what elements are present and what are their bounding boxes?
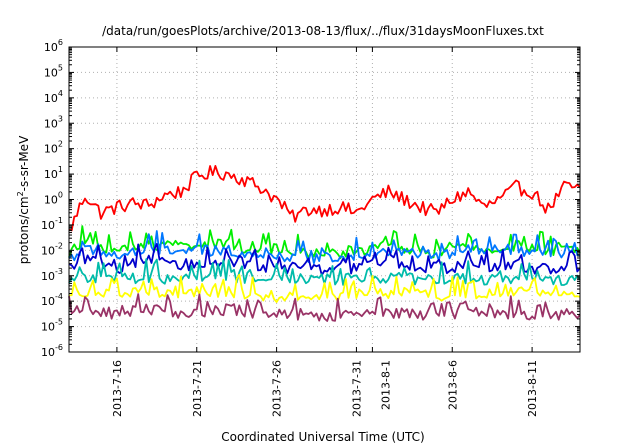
- y-tick-exp: 6: [58, 38, 63, 47]
- y-tick-exp: 3: [58, 114, 63, 123]
- series-line-6: [68, 273, 581, 303]
- x-axis-label: Coordinated Universal Time (UTC): [221, 430, 424, 444]
- y-tick-base: 10: [44, 143, 58, 156]
- y-tick-exp: 4: [58, 89, 63, 98]
- y-tick-label: 105: [44, 63, 63, 79]
- y-tick-label: 10-5: [41, 318, 63, 334]
- y-tick-base: 10: [41, 244, 55, 257]
- chart-title: /data/run/goesPlots/archive/2013-08-13/f…: [102, 24, 544, 38]
- y-tick-base: 10: [44, 92, 58, 105]
- y-tick-base: 10: [41, 346, 55, 359]
- y-tick-label: 10-4: [41, 292, 63, 308]
- y-tick-exp: -2: [55, 241, 63, 250]
- y-tick-exp: -6: [55, 343, 63, 352]
- series-line-4: [68, 242, 581, 277]
- y-axis-label-sup: 2: [16, 191, 25, 196]
- y-tick-exp: -1: [55, 216, 63, 225]
- y-tick-label: 106: [44, 38, 63, 54]
- y-axis-label: protons/cm2-s-sr-MeV: [16, 135, 31, 264]
- y-tick-exp: 5: [58, 63, 63, 72]
- y-tick-base: 10: [44, 194, 58, 207]
- y-tick-base: 10: [41, 295, 55, 308]
- y-tick-label: 101: [44, 165, 63, 181]
- y-axis-label-post: -s-sr-MeV: [17, 135, 31, 191]
- x-tick-label: 2013-8-6: [446, 360, 459, 410]
- y-tick-base: 10: [44, 41, 58, 54]
- y-tick-base: 10: [41, 321, 55, 334]
- y-tick-label: 104: [44, 89, 63, 105]
- y-axis: 10-610-510-410-310-210-11001011021031041…: [41, 38, 580, 359]
- y-tick-exp: -3: [55, 267, 63, 276]
- y-tick-exp: 1: [58, 165, 63, 174]
- x-tick-label: 2013-7-21: [191, 360, 204, 417]
- y-tick-base: 10: [41, 219, 55, 232]
- y-tick-exp: -5: [55, 318, 63, 327]
- x-axis: 2013-7-16 2013-7-21 2013-7-26 2013-7-31 2013…: [111, 47, 539, 417]
- y-tick-label: 103: [44, 114, 63, 130]
- y-axis-label-pre: protons/cm: [17, 196, 31, 264]
- x-tick-label: 2013-8-1: [379, 360, 392, 410]
- y-tick-exp: 2: [58, 140, 63, 149]
- y-tick-label: 10-6: [41, 343, 63, 359]
- series-line-7: [68, 293, 581, 322]
- series-line-1: [68, 164, 581, 232]
- y-tick-label: 10-2: [41, 241, 63, 257]
- y-tick-label: 10-1: [41, 216, 63, 232]
- y-tick-base: 10: [44, 117, 58, 130]
- y-tick-label: 10-3: [41, 267, 63, 283]
- y-tick-base: 10: [44, 168, 58, 181]
- x-tick-label: 2013-7-31: [350, 360, 363, 417]
- y-tick-label: 102: [44, 140, 63, 156]
- y-tick-base: 10: [44, 66, 58, 79]
- y-tick-base: 10: [41, 270, 55, 283]
- y-tick-label: 100: [44, 191, 63, 207]
- y-tick-exp: -4: [55, 292, 63, 301]
- series-group: [68, 164, 581, 322]
- x-tick-label: 2013-7-16: [111, 360, 124, 417]
- x-tick-label: 2013-7-26: [271, 360, 284, 417]
- y-tick-exp: 0: [58, 191, 63, 200]
- x-tick-label: 2013-8-11: [526, 360, 539, 417]
